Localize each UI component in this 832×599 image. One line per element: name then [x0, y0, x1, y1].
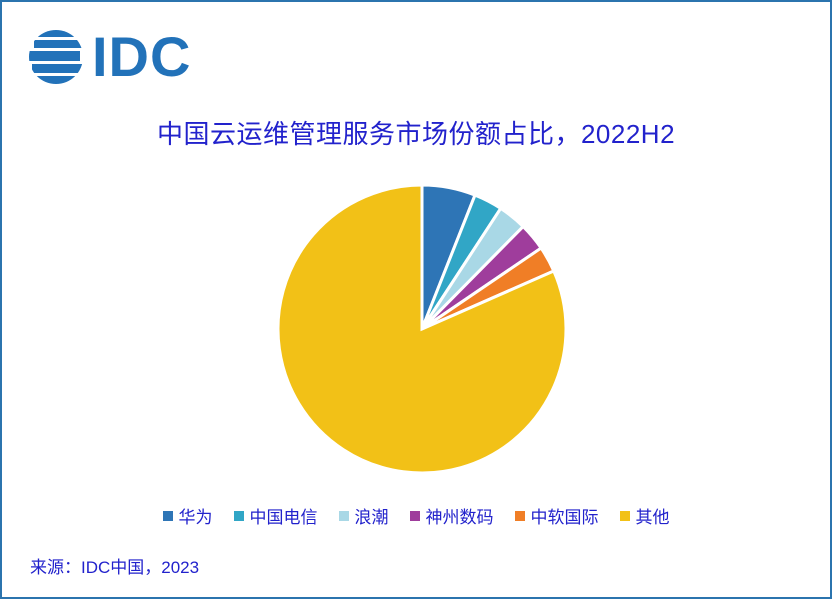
pie-slice-5	[276, 183, 568, 475]
legend-item-1: 中国电信	[233, 503, 318, 528]
legend-swatch-icon	[514, 510, 525, 521]
legend-label: 中国电信	[249, 508, 318, 527]
idc-logo: IDC	[28, 28, 191, 86]
legend-item-5: 其他	[619, 503, 670, 528]
idc-logo-text: IDC	[92, 25, 192, 88]
legend-label: 华为	[178, 508, 213, 527]
idc-globe-icon	[29, 30, 83, 84]
legend-label: 中软国际	[530, 508, 599, 527]
legend-item-0: 华为	[162, 503, 213, 528]
chart-title: 中国云运维管理服务市场份额占比，2022H2	[156, 119, 676, 149]
legend-swatch-icon	[162, 510, 173, 521]
legend-swatch-icon	[619, 510, 630, 521]
legend-label: 神州数码	[425, 508, 494, 527]
source-note: 来源：IDC中国，2023	[30, 558, 200, 577]
legend-label: 其他	[635, 508, 670, 527]
legend-item-4: 中软国际	[514, 503, 599, 528]
legend-label: 浪潮	[354, 508, 389, 527]
chart-legend: 华为 中国电信 浪潮 神州数码 中软国际 其他	[2, 503, 830, 528]
legend-swatch-icon	[338, 510, 349, 521]
legend-swatch-icon	[233, 510, 244, 521]
legend-item-2: 浪潮	[338, 503, 389, 528]
legend-swatch-icon	[409, 510, 420, 521]
legend-item-3: 神州数码	[409, 503, 494, 528]
